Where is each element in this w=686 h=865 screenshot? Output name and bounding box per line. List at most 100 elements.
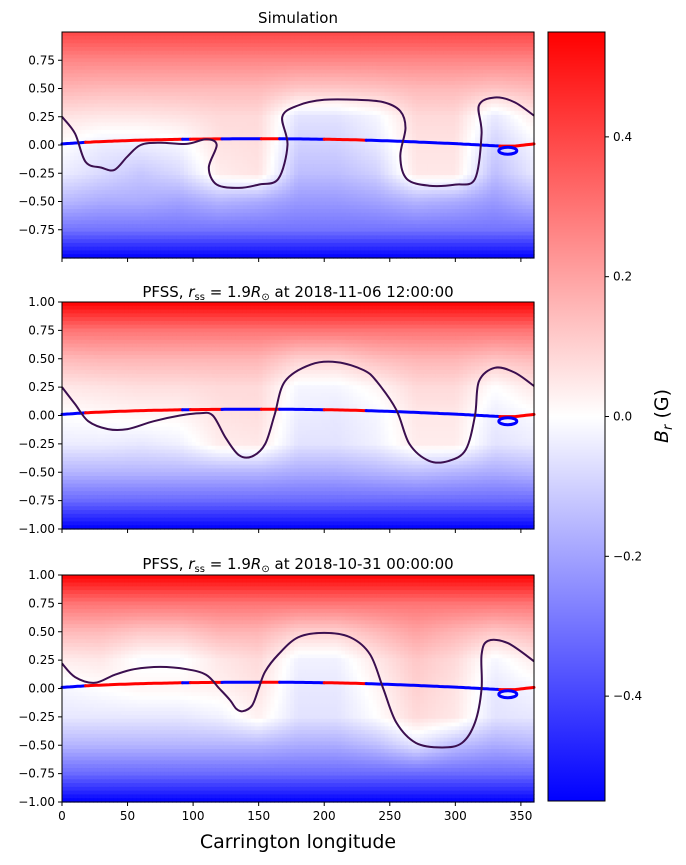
heatmap-cell [219,66,224,70]
heatmap-cell [251,89,256,93]
heatmap-cell [428,62,433,66]
heatmap-cell [211,126,216,130]
heatmap-cell [105,40,110,44]
heatmap-cell [255,62,260,66]
heatmap-cell [463,92,468,96]
heatmap-cell [357,70,362,74]
heatmap-cell [164,77,169,81]
heatmap-cell [105,115,110,119]
heatmap-cell [125,92,130,96]
heatmap-cell [310,36,315,40]
heatmap-cell [322,111,327,115]
heatmap-cell [109,81,114,85]
heatmap-cell [420,92,425,96]
heatmap-cell [302,111,307,115]
heatmap-cell [204,126,209,130]
heatmap-cell [66,73,71,77]
heatmap-cell [345,89,350,93]
heatmap-cell [117,100,122,104]
heatmap-cell [62,77,67,81]
heatmap-cell [93,36,98,40]
heatmap-cell [306,36,311,40]
heatmap-cell [408,96,413,100]
heatmap-cell [518,89,523,93]
heatmap-cell [117,130,122,134]
heatmap-cell [479,77,484,81]
heatmap-cell [353,104,358,108]
heatmap-cell [129,55,134,59]
heatmap-cell [223,122,228,126]
heatmap-cell [377,115,382,119]
heatmap-cell [326,119,331,123]
heatmap-cell [310,81,315,85]
heatmap-cell [270,89,275,93]
heatmap-cell [503,81,508,85]
heatmap-cell [219,85,224,89]
heatmap-cell [298,62,303,66]
heatmap-cell [137,32,142,36]
heatmap-cell [156,66,161,70]
heatmap-cell [180,107,185,111]
heatmap-cell [259,100,264,104]
heatmap-cell [404,36,409,40]
heatmap-cell [74,89,79,93]
heatmap-cell [286,96,291,100]
heatmap-cell [82,115,87,119]
heatmap-cell [176,100,181,104]
heatmap-cell [66,92,71,96]
heatmap-cell [86,126,91,130]
heatmap-cell [302,92,307,96]
heatmap-cell [294,100,299,104]
heatmap-cell [227,70,232,74]
heatmap-cell [506,104,511,108]
heatmap-cell [451,89,456,93]
heatmap-cell [369,32,374,36]
heatmap-cell [105,66,110,70]
heatmap-cell [373,43,378,47]
heatmap-cell [463,126,468,130]
heatmap-cell [436,36,441,40]
heatmap-cell [164,115,169,119]
heatmap-cell [160,70,165,74]
heatmap-cell [93,55,98,59]
heatmap-cell [479,70,484,74]
heatmap-cell [499,107,504,111]
heatmap-cell [145,96,150,100]
heatmap-cell [518,81,523,85]
heatmap-cell [396,89,401,93]
heatmap-cell [243,40,248,44]
heatmap-cell [121,77,126,81]
heatmap-cell [90,47,95,51]
heatmap-cell [491,70,496,74]
heatmap-cell [227,126,232,130]
heatmap-cell [329,85,334,89]
heatmap-cell [353,115,358,119]
heatmap-cell [267,36,272,40]
heatmap-cell [211,47,216,51]
heatmap-cell [125,96,130,100]
heatmap-cell [388,55,393,59]
heatmap-cell [188,104,193,108]
heatmap-cell [349,47,354,51]
heatmap-cell [113,85,118,89]
heatmap-cell [90,66,95,70]
heatmap-cell [385,66,390,70]
heatmap-cell [62,32,67,36]
heatmap-cell [78,70,83,74]
heatmap-cell [483,55,488,59]
heatmap-cell [259,96,264,100]
heatmap-cell [251,43,256,47]
heatmap-cell [180,89,185,93]
heatmap-cell [526,126,531,130]
heatmap-cell [176,47,181,51]
heatmap-cell [251,104,256,108]
heatmap-cell [113,58,118,62]
heatmap-cell [440,111,445,115]
heatmap-cell [290,32,295,36]
heatmap-cell [156,92,161,96]
heatmap-cell [243,70,248,74]
heatmap-cell [223,92,228,96]
heatmap-cell [129,100,134,104]
heatmap-cell [208,55,213,59]
heatmap-cell [440,32,445,36]
